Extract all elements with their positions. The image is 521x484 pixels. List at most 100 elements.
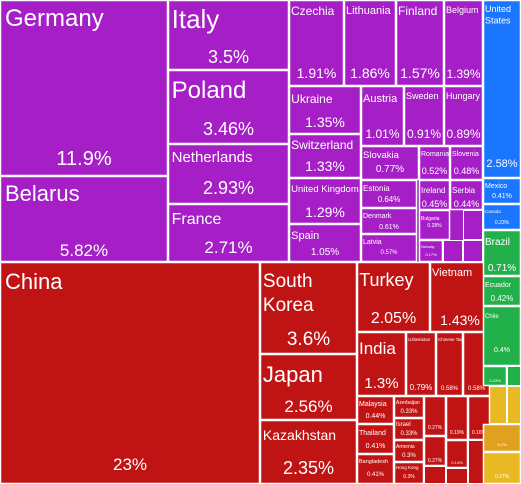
tile-name: Poland: [172, 77, 247, 104]
treemap-tile-czechia[interactable]: Czechia 1.91%: [288, 0, 345, 87]
treemap-tile-finland[interactable]: Finland 1.57%: [395, 0, 445, 87]
treemap-tile-romania[interactable]: Romania 0.52%: [418, 145, 451, 181]
treemap-tile-italy[interactable]: Italy 3.5%: [167, 0, 290, 71]
treemap-tile-france[interactable]: France 2.71%: [167, 203, 290, 263]
treemap-tile-south-korea[interactable]: South Korea 3.6%: [259, 261, 358, 355]
tile-value: 0.33%: [400, 431, 418, 437]
treemap-tile-bangladesh[interactable]: Bangladesh 0.41%: [356, 453, 395, 484]
tile-name: France: [172, 211, 222, 228]
tile-value: 1.91%: [297, 65, 337, 81]
tile-value: 1.86%: [350, 65, 390, 81]
treemap-tile-japan[interactable]: Japan 2.56%: [259, 353, 358, 421]
tile-value: 1.35%: [305, 114, 345, 130]
treemap-tile-brazil[interactable]: Brazil 0.71%: [482, 229, 521, 277]
treemap-tile-israel[interactable]: Israel 0.33%: [393, 417, 425, 441]
tile-value: 0.3%: [403, 474, 415, 480]
treemap-filler-tile: [463, 210, 483, 240]
treemap-tile-azerbaijan[interactable]: Azerbaijan 0.33%: [393, 395, 425, 419]
tile-value: 0.48%: [454, 166, 480, 176]
tile-value: 2.93%: [203, 178, 254, 198]
treemap-tile-vietnam[interactable]: Vietnam 1.43%: [429, 261, 491, 333]
tile-name: Germany: [5, 5, 104, 32]
treemap-tile-ireland[interactable]: Ireland 0.45%: [418, 179, 451, 211]
treemap-tile-slovakia[interactable]: Slovakia 0.77%: [360, 145, 420, 181]
tile-rect: [356, 331, 407, 397]
treemap-tile-unlabelled-56[interactable]: 0.27%: [482, 451, 521, 484]
treemap-tile-ecuador[interactable]: Ecuador 0.42%: [482, 275, 521, 307]
treemap-tile-unlabelled-57[interactable]: 0.2%: [482, 423, 521, 453]
treemap-tile-switzerland[interactable]: Switzerland 1.33%: [288, 133, 362, 179]
treemap-filler-tile: [507, 366, 521, 386]
tile-name-line: South: [263, 271, 313, 292]
tile-name: Uzbekistan: [408, 337, 431, 342]
tile-value: 0.41%: [366, 443, 386, 450]
treemap-tile-united-kingdom[interactable]: United Kingdom 1.29%: [288, 177, 362, 225]
tile-name-line: States: [485, 15, 511, 25]
tile-rect: [418, 209, 451, 241]
treemap-tile-unlabelled-46[interactable]: 0.19%: [445, 395, 469, 441]
tile-name: Austria: [363, 93, 398, 105]
treemap-tile-unlabelled-55[interactable]: 0.23%: [482, 365, 508, 387]
treemap-tile-estonia[interactable]: Estonia 0.64%: [360, 179, 418, 209]
tile-name: Armenia: [396, 444, 415, 450]
treemap-tile-india[interactable]: India 1.3%: [356, 331, 407, 397]
tile-rect: [482, 451, 521, 484]
treemap-tile-belarus[interactable]: Belarus 5.82%: [0, 175, 169, 263]
tile-rect: [360, 179, 418, 209]
treemap-tile-sweden[interactable]: Sweden 0.91%: [403, 85, 445, 147]
tile-value: 0.44%: [366, 413, 386, 420]
treemap-tile-netherlands[interactable]: Netherlands 2.93%: [167, 143, 290, 205]
tile-name: Kazakhstan: [263, 427, 336, 443]
treemap-tile-unlabelled-48[interactable]: 0.14%: [445, 439, 469, 469]
treemap-tile-turkey[interactable]: Turkey 2.05%: [356, 261, 431, 333]
tile-rect: [449, 179, 484, 211]
tile-name: Italy: [172, 4, 220, 34]
treemap-tile-spain[interactable]: Spain 1.05%: [288, 223, 362, 263]
treemap-tile-chinese-taipei[interactable]: Chinese Taipei 0.58%: [435, 331, 468, 397]
treemap-tile-thailand[interactable]: Thailand 0.41%: [356, 423, 395, 455]
treemap-tile-serbia[interactable]: Serbia 0.44%: [449, 179, 484, 211]
treemap-tile-norway[interactable]: Norway 0.17%: [418, 239, 444, 263]
tile-rect: [445, 395, 469, 441]
treemap-tile-mexico[interactable]: Mexico 0.41%: [482, 177, 521, 205]
treemap-tile-slovenia[interactable]: Slovenia 0.48%: [449, 145, 484, 181]
treemap-filler-tile: [507, 386, 521, 424]
treemap-tile-armenia[interactable]: Armenia 0.3%: [393, 439, 425, 463]
tile-value: 1.05%: [311, 247, 339, 258]
treemap-tile-canada[interactable]: Canada 0.23%: [482, 203, 521, 231]
treemap-tile-malaysia[interactable]: Malaysia 0.44%: [356, 395, 395, 425]
treemap-tile-latvia[interactable]: Latvia 0.57%: [360, 233, 418, 263]
treemap-tile-austria[interactable]: Austria 1.01%: [360, 85, 405, 147]
tile-rect: [288, 85, 362, 135]
tile-value: 2.56%: [284, 397, 332, 416]
treemap-tile-chile[interactable]: Chile 0.4%: [482, 305, 521, 367]
tile-value: 0.27%: [428, 425, 443, 431]
tile-rect: [418, 145, 451, 181]
tile-name: Slovenia: [452, 151, 479, 158]
treemap-tile-unlabelled-44[interactable]: 0.27%: [423, 395, 447, 437]
tile-rect: [167, 0, 290, 71]
treemap-tile-hong-kong[interactable]: Hong Kong 0.3%: [393, 461, 425, 484]
tile-name: Romania: [421, 151, 449, 158]
tile-rect: [395, 0, 445, 87]
tile-name: Azerbaijan: [396, 400, 420, 406]
tile-name: Latvia: [363, 239, 382, 246]
treemap-tile-kazakhstan[interactable]: Kazakhstan 2.35%: [259, 419, 358, 484]
tile-value: 0.89%: [446, 127, 480, 141]
tile-rect: [482, 275, 521, 307]
treemap-tile-poland[interactable]: Poland 3.46%: [167, 69, 290, 145]
treemap-tile-germany[interactable]: Germany 11.9%: [0, 0, 169, 177]
treemap-tile-unlabelled-45[interactable]: 0.27%: [423, 435, 447, 467]
tile-value: 2.05%: [371, 310, 416, 327]
treemap-tile-lithuania[interactable]: Lithuania 1.86%: [343, 0, 397, 87]
treemap-tile-uzbekistan[interactable]: Uzbekistan 0.79%: [405, 331, 437, 397]
tile-name: Finland: [398, 4, 437, 18]
treemap-tile-china[interactable]: China 23%: [0, 261, 261, 484]
treemap-tile-belgium[interactable]: Belgium 1.39%: [443, 0, 484, 87]
treemap-tile-hungary[interactable]: Hungary 0.89%: [443, 85, 484, 147]
treemap-tile-denmark[interactable]: Denmark 0.61%: [360, 207, 418, 235]
tile-name: India: [359, 339, 396, 358]
treemap-tile-ukraine[interactable]: Ukraine 1.35%: [288, 85, 362, 135]
